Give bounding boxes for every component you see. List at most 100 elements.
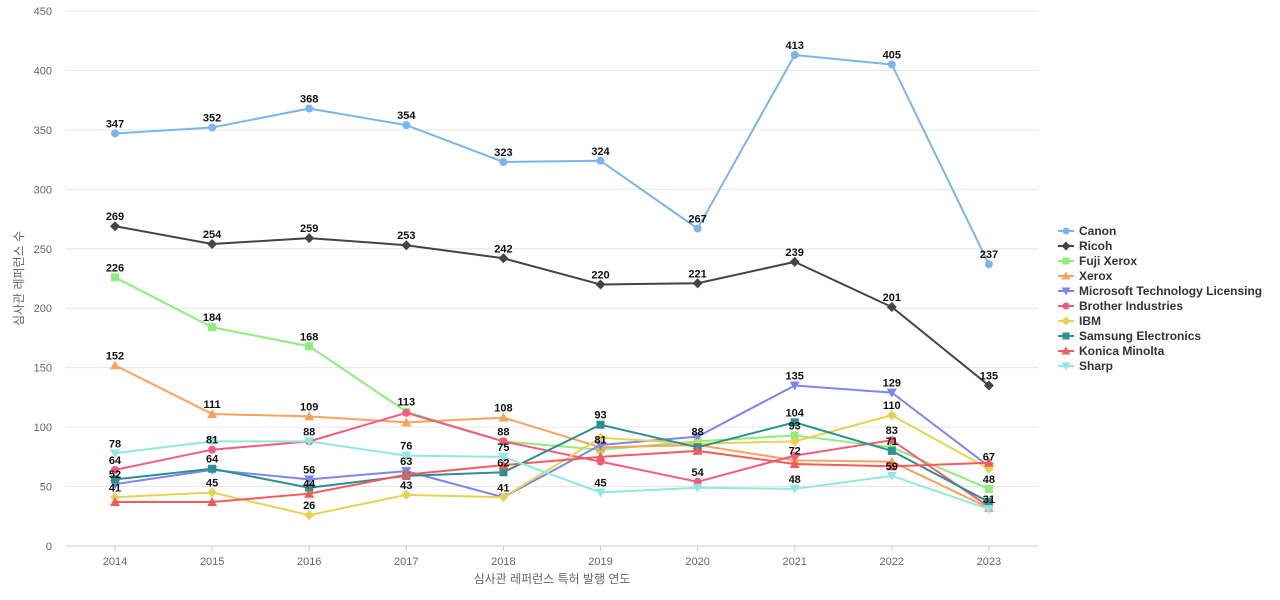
legend-item[interactable]: Microsoft Technology Licensing — [1058, 284, 1262, 298]
data-point[interactable] — [499, 437, 508, 446]
legend-item[interactable]: IBM — [1058, 314, 1101, 328]
data-point[interactable] — [304, 475, 315, 485]
data-point[interactable] — [887, 60, 896, 69]
data-point[interactable] — [110, 497, 120, 507]
data-point[interactable] — [983, 457, 994, 467]
y-axis-title: 심사관 레퍼런스 수 — [12, 231, 26, 326]
data-point[interactable] — [110, 360, 120, 370]
data-point[interactable] — [499, 468, 508, 477]
legend-marker[interactable] — [1061, 346, 1071, 355]
data-point[interactable] — [304, 488, 315, 498]
data-point[interactable] — [692, 278, 703, 289]
data-point[interactable] — [499, 157, 508, 166]
data-point[interactable] — [984, 498, 993, 507]
data-point[interactable] — [983, 380, 994, 391]
data-point[interactable] — [110, 449, 120, 459]
data-point[interactable] — [208, 123, 217, 132]
data-point[interactable] — [304, 437, 315, 447]
data-point[interactable] — [983, 505, 994, 515]
data-point[interactable] — [111, 273, 119, 282]
data-point[interactable] — [887, 446, 896, 455]
data-point[interactable] — [304, 411, 315, 421]
legend-item[interactable]: Xerox — [1058, 269, 1113, 283]
data-point[interactable] — [498, 460, 509, 470]
legend-item[interactable]: Ricoh — [1058, 239, 1112, 253]
data-point[interactable] — [402, 408, 411, 417]
legend-item[interactable]: Samsung Electronics — [1058, 329, 1201, 343]
legend-item[interactable]: Canon — [1058, 224, 1116, 238]
data-point[interactable] — [692, 483, 703, 493]
data-point[interactable] — [886, 456, 897, 466]
data-point[interactable] — [111, 465, 119, 474]
data-point[interactable] — [498, 492, 509, 503]
data-point[interactable] — [886, 410, 897, 421]
legend-marker[interactable] — [1062, 227, 1070, 235]
data-point[interactable] — [498, 253, 509, 264]
data-point[interactable] — [111, 129, 119, 138]
legend-marker[interactable] — [1061, 287, 1071, 296]
data-point[interactable] — [790, 418, 799, 427]
data-point[interactable] — [304, 510, 315, 521]
data-point[interactable] — [887, 436, 896, 445]
legend-item[interactable]: Sharp — [1058, 359, 1113, 373]
legend-marker[interactable] — [1061, 241, 1071, 251]
data-point[interactable] — [498, 452, 509, 462]
data-point[interactable] — [692, 445, 703, 455]
y-tick-label: 150 — [34, 363, 52, 375]
data-point[interactable] — [110, 221, 120, 232]
data-point[interactable] — [595, 488, 606, 498]
data-point[interactable] — [305, 342, 314, 351]
legend-marker[interactable] — [1061, 316, 1071, 326]
data-point[interactable] — [595, 432, 606, 443]
data-point[interactable] — [208, 445, 217, 454]
data-point[interactable] — [401, 240, 412, 251]
data-point[interactable] — [790, 431, 799, 440]
legend-item[interactable]: Fuji Xerox — [1058, 254, 1137, 268]
data-point[interactable] — [789, 484, 800, 494]
data-point[interactable] — [984, 260, 993, 269]
data-point[interactable] — [207, 497, 218, 507]
data-point[interactable] — [789, 436, 800, 447]
data-label: 111 — [204, 399, 221, 411]
data-point[interactable] — [207, 437, 218, 447]
data-point[interactable] — [886, 461, 897, 471]
data-point[interactable] — [789, 458, 800, 468]
data-point[interactable] — [402, 121, 411, 130]
data-point[interactable] — [401, 469, 412, 479]
data-point[interactable] — [208, 464, 217, 473]
data-point[interactable] — [401, 417, 412, 427]
data-point[interactable] — [595, 440, 606, 450]
data-point[interactable] — [208, 323, 217, 332]
data-point[interactable] — [596, 156, 605, 165]
legend-marker[interactable] — [1061, 362, 1071, 371]
data-point[interactable] — [790, 451, 799, 460]
data-point[interactable] — [401, 489, 412, 500]
data-point[interactable] — [111, 475, 119, 484]
data-point[interactable] — [305, 104, 314, 113]
data-point[interactable] — [305, 483, 314, 492]
data-point[interactable] — [886, 388, 897, 398]
legend-item[interactable]: Brother Industries — [1058, 299, 1183, 313]
data-point[interactable] — [789, 381, 800, 391]
legend-marker[interactable] — [1062, 332, 1070, 340]
data-point[interactable] — [886, 471, 897, 481]
data-point[interactable] — [207, 409, 218, 419]
data-point[interactable] — [596, 420, 605, 429]
legend-marker[interactable] — [1062, 302, 1070, 310]
data-point[interactable] — [692, 432, 703, 442]
data-point[interactable] — [693, 224, 702, 233]
data-point[interactable] — [401, 451, 412, 461]
legend-marker[interactable] — [1061, 271, 1071, 280]
legend-marker[interactable] — [1062, 257, 1070, 265]
data-point[interactable] — [886, 302, 897, 313]
data-point[interactable] — [207, 239, 218, 250]
data-point[interactable] — [207, 487, 218, 498]
data-point[interactable] — [790, 50, 799, 59]
data-point[interactable] — [984, 484, 993, 493]
data-point[interactable] — [789, 256, 800, 267]
data-point[interactable] — [595, 451, 606, 461]
data-point[interactable] — [498, 412, 509, 422]
data-point[interactable] — [304, 233, 315, 244]
data-point[interactable] — [595, 279, 606, 290]
legend-item[interactable]: Konica Minolta — [1058, 344, 1165, 358]
